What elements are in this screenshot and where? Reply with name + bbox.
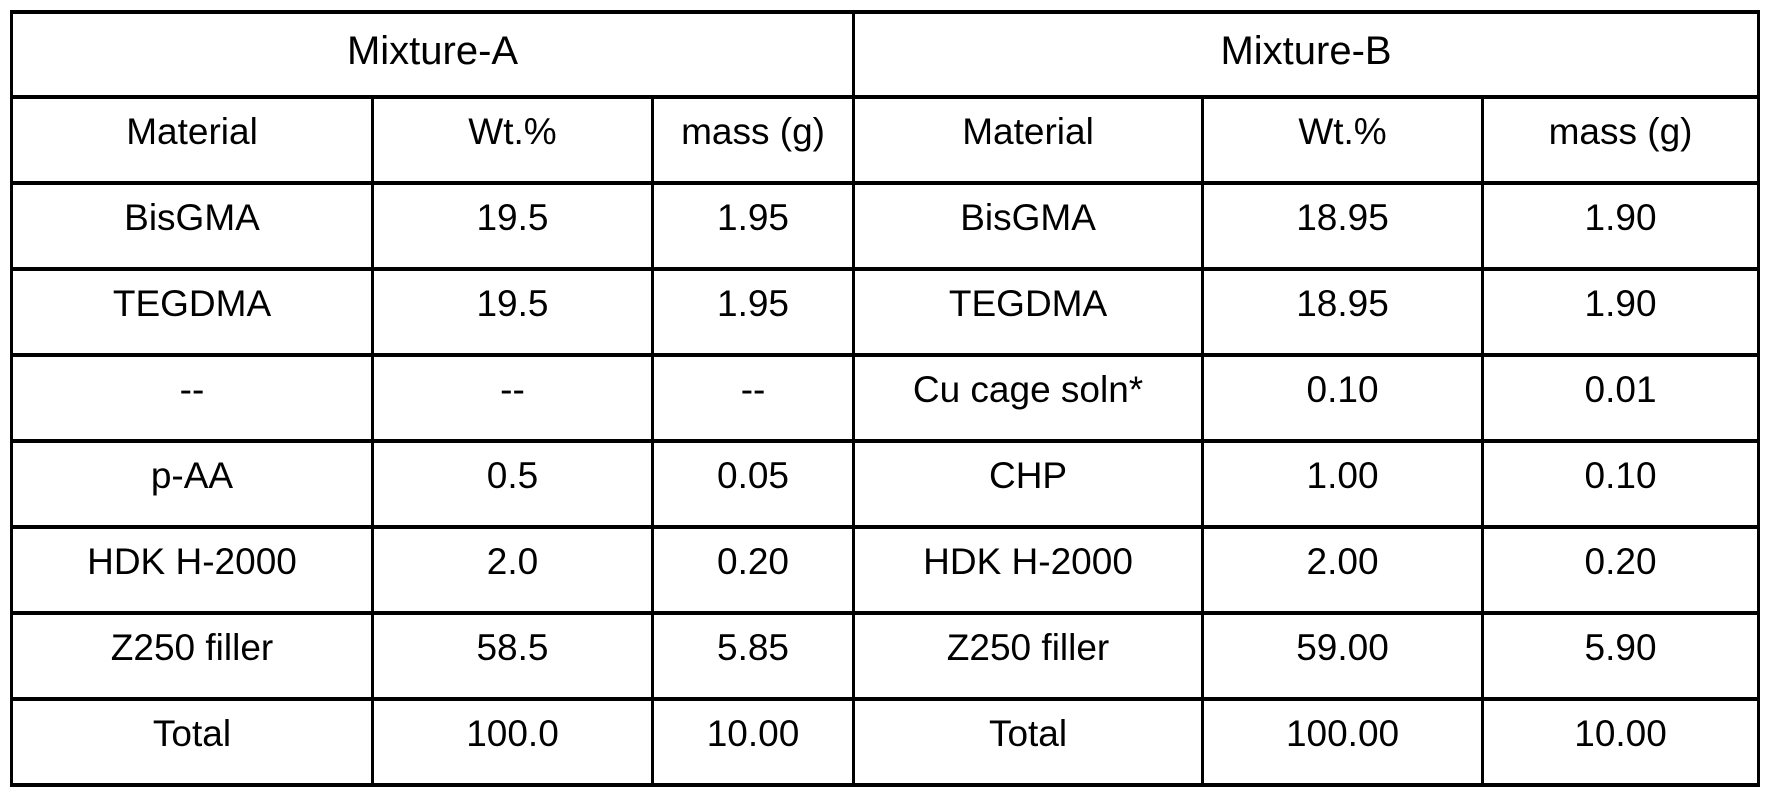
cell-mass-b: 0.10	[1481, 439, 1761, 529]
cell-material-b: Cu cage soln*	[852, 353, 1205, 443]
cell-material-a: HDK H-2000	[10, 525, 374, 615]
cell-mass-a: 10.00	[650, 697, 856, 787]
mixture-composition-table: Mixture-A Mixture-B Material Wt.% mass (…	[9, 10, 1761, 787]
cell-wt-a: 19.5	[371, 181, 654, 271]
cell-wt-b: 18.95	[1201, 181, 1485, 271]
cell-wt-b: 18.95	[1201, 267, 1485, 357]
table-row-titles: Mixture-A Mixture-B	[9, 10, 1761, 99]
header-cell-wt-a: Wt.%	[371, 95, 654, 185]
table-row-headers: Material Wt.% mass (g) Material Wt.% mas…	[10, 95, 1761, 185]
cell-material-a: BisGMA	[10, 181, 374, 271]
cell-mass-a: 0.05	[650, 439, 856, 529]
table-row: -- -- -- Cu cage soln* 0.10 0.01	[10, 353, 1761, 443]
header-cell-material-b: Material	[852, 95, 1205, 185]
header-cell-wt-b: Wt.%	[1201, 95, 1485, 185]
table-row: Total 100.0 10.00 Total 100.00 10.00	[10, 697, 1761, 787]
cell-mass-b: 5.90	[1481, 611, 1761, 701]
cell-mass-a: --	[650, 353, 856, 443]
table-row: Z250 filler 58.5 5.85 Z250 filler 59.00 …	[10, 611, 1761, 701]
cell-material-b: HDK H-2000	[852, 525, 1205, 615]
cell-mass-a: 1.95	[650, 267, 856, 357]
cell-wt-b: 100.00	[1201, 697, 1485, 787]
cell-mass-a: 0.20	[650, 525, 856, 615]
table-row: p-AA 0.5 0.05 CHP 1.00 0.10	[10, 439, 1761, 529]
header-cell-material-a: Material	[10, 95, 374, 185]
cell-wt-b: 2.00	[1201, 525, 1485, 615]
cell-material-a: --	[10, 353, 374, 443]
cell-mass-b: 0.20	[1481, 525, 1761, 615]
cell-wt-a: --	[371, 353, 654, 443]
mixture-a-title-cell: Mixture-A	[9, 10, 856, 99]
cell-wt-b: 0.10	[1201, 353, 1485, 443]
table-row: BisGMA 19.5 1.95 BisGMA 18.95 1.90	[10, 181, 1761, 271]
cell-mass-b: 0.01	[1481, 353, 1761, 443]
cell-mass-b: 1.90	[1481, 181, 1761, 271]
cell-wt-b: 1.00	[1201, 439, 1485, 529]
cell-wt-a: 0.5	[371, 439, 654, 529]
header-cell-mass-b: mass (g)	[1481, 95, 1761, 185]
cell-material-b: Z250 filler	[852, 611, 1205, 701]
cell-material-b: Total	[852, 697, 1205, 787]
cell-wt-a: 100.0	[371, 697, 654, 787]
table-row: TEGDMA 19.5 1.95 TEGDMA 18.95 1.90	[10, 267, 1761, 357]
cell-wt-a: 58.5	[371, 611, 654, 701]
header-cell-mass-a: mass (g)	[650, 95, 856, 185]
cell-material-a: p-AA	[10, 439, 374, 529]
cell-mass-b: 10.00	[1481, 697, 1761, 787]
mixture-b-title-cell: Mixture-B	[852, 10, 1761, 99]
cell-material-a: Total	[10, 697, 374, 787]
cell-material-a: Z250 filler	[10, 611, 374, 701]
cell-mass-a: 1.95	[650, 181, 856, 271]
table-row: HDK H-2000 2.0 0.20 HDK H-2000 2.00 0.20	[10, 525, 1761, 615]
cell-wt-b: 59.00	[1201, 611, 1485, 701]
cell-mass-a: 5.85	[650, 611, 856, 701]
cell-material-a: TEGDMA	[10, 267, 374, 357]
cell-material-b: CHP	[852, 439, 1205, 529]
cell-material-b: BisGMA	[852, 181, 1205, 271]
cell-wt-a: 2.0	[371, 525, 654, 615]
cell-wt-a: 19.5	[371, 267, 654, 357]
cell-mass-b: 1.90	[1481, 267, 1761, 357]
cell-material-b: TEGDMA	[852, 267, 1205, 357]
